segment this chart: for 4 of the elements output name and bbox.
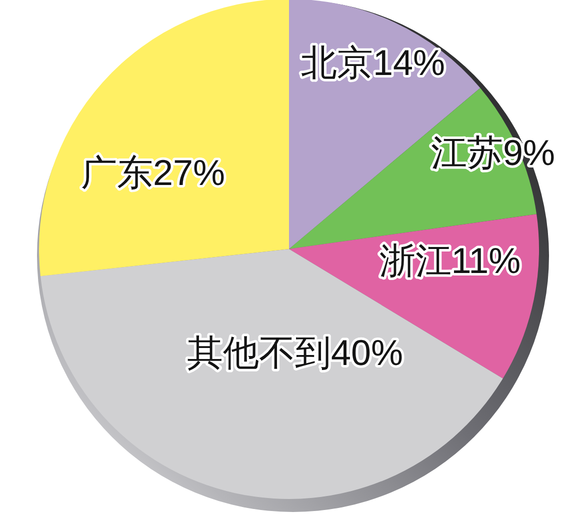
slice-label: 北京14% xyxy=(300,42,446,82)
slice-label: 广东27% xyxy=(80,152,226,192)
slice-label: 浙江11% xyxy=(379,240,521,280)
slice-label: 其他不到40% xyxy=(186,332,404,372)
